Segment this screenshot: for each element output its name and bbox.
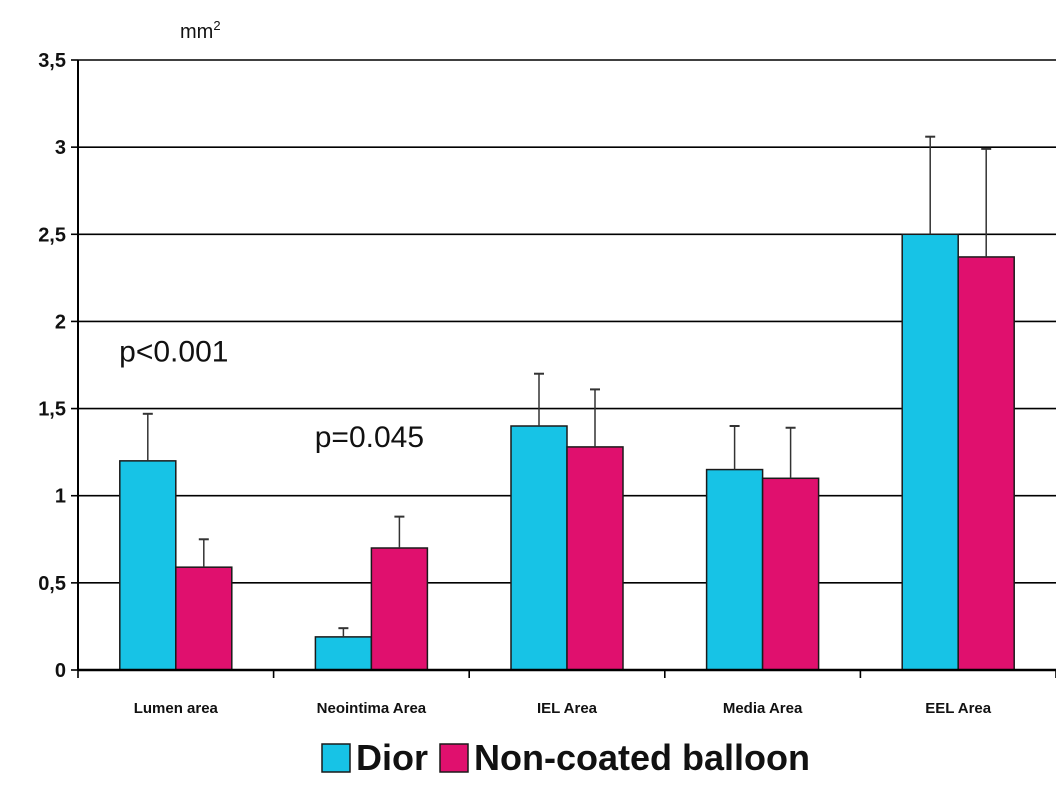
- bar-dior: [510, 425, 568, 671]
- y-tick-label: 2,5: [38, 224, 66, 246]
- bar-dior: [901, 233, 959, 671]
- legend: Dior Non-coated balloon: [321, 737, 810, 778]
- legend-swatch: [321, 743, 351, 773]
- p-value-annotation: p<0.001: [119, 336, 228, 369]
- bars: [119, 233, 1015, 671]
- p-value-annotation: p=0.045: [315, 421, 424, 454]
- x-category-label: Media Area: [723, 700, 803, 717]
- y-tick-label: 0: [55, 660, 66, 682]
- bar-non-coated-balloon: [566, 446, 624, 671]
- y-tick-label: 1,5: [38, 399, 66, 421]
- category-labels: Lumen area Neointima Area IEL Area Media Ar…: [134, 700, 992, 717]
- grid-lines: [78, 59, 1056, 584]
- annotations: p<0.001 p=0.045: [119, 336, 424, 454]
- y-tick-label: 3: [55, 137, 66, 159]
- y-tick-label: 2: [55, 311, 66, 333]
- y-tick-label: 3,5: [38, 50, 66, 72]
- y-axis-unit-label: mm2: [180, 18, 221, 43]
- bar-non-coated-balloon: [957, 256, 1015, 671]
- y-tick-label: 1: [55, 486, 66, 508]
- bar-dior: [314, 636, 373, 671]
- bar-dior: [705, 468, 764, 671]
- bar-non-coated-balloon: [761, 477, 820, 671]
- legend-label: Non-coated balloon: [474, 737, 810, 778]
- x-category-label: Neointima Area: [317, 700, 427, 717]
- axes: [77, 60, 1056, 678]
- bar-non-coated-balloon: [370, 547, 429, 671]
- error-bars: [142, 135, 992, 637]
- bar-dior: [119, 460, 177, 671]
- legend-swatch: [439, 743, 469, 773]
- legend-label: Dior: [356, 737, 428, 778]
- y-axis-ticks: 0 0,5 1 1,5 2 2,5 3 3,5: [38, 50, 78, 682]
- bar-non-coated-balloon: [175, 566, 233, 671]
- x-category-label: EEL Area: [925, 700, 992, 717]
- x-category-label: IEL Area: [537, 700, 598, 717]
- y-tick-label: 0,5: [38, 573, 66, 595]
- x-category-label: Lumen area: [134, 700, 219, 717]
